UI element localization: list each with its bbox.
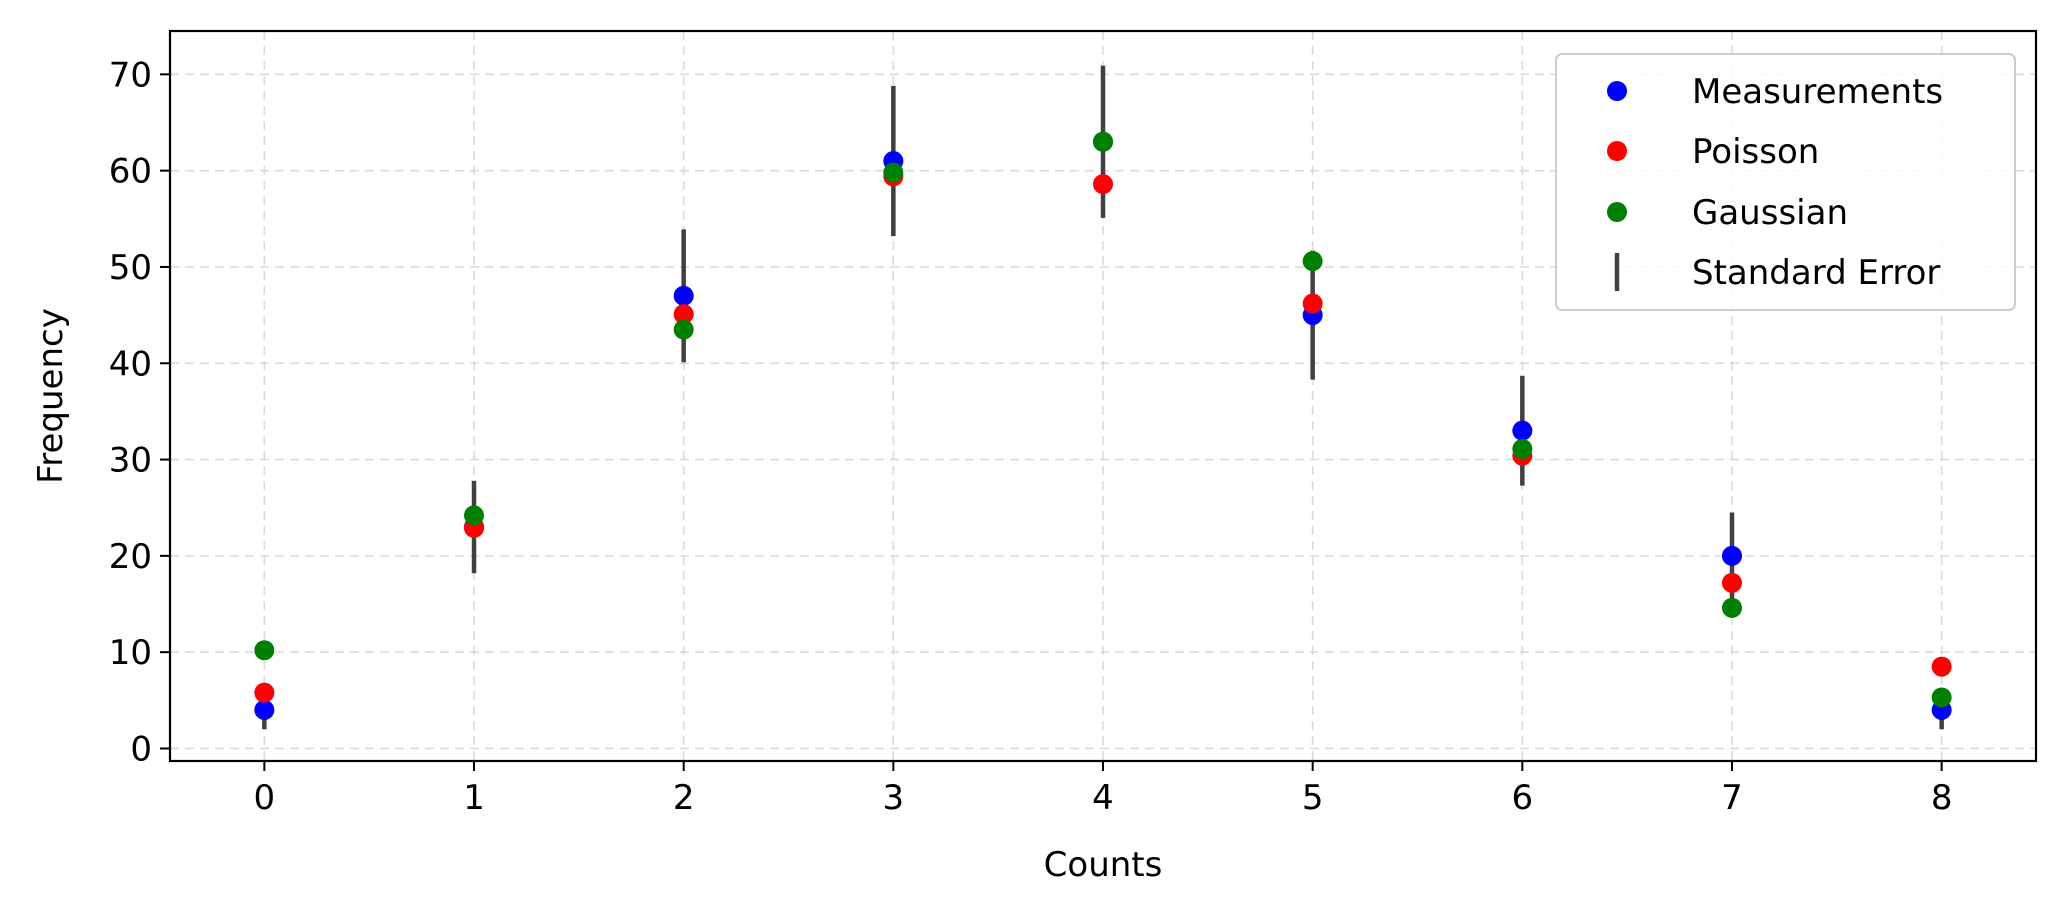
x-tick-label: 7 — [1721, 778, 1743, 818]
data-point — [254, 640, 275, 661]
series-gaussian — [254, 131, 1952, 708]
legend-label: Measurements — [1692, 72, 1943, 112]
y-axis-label: Frequency — [31, 308, 71, 484]
data-point — [254, 699, 275, 720]
y-tick-label: 20 — [109, 537, 152, 577]
x-axis: 0 1 2 3 4 5 6 7 8 — [254, 761, 1953, 818]
data-point — [1093, 131, 1113, 152]
data-point — [1721, 572, 1742, 593]
y-tick-label: 30 — [109, 441, 152, 481]
data-point — [254, 682, 275, 703]
legend-marker — [1607, 81, 1627, 101]
data-point — [673, 285, 694, 306]
y-tick-label: 10 — [109, 633, 152, 673]
legend-marker — [1607, 202, 1627, 222]
y-tick-label: 60 — [109, 152, 152, 192]
legend-label: Gaussian — [1692, 193, 1848, 233]
y-tick-label: 70 — [109, 55, 152, 95]
x-tick-label: 3 — [883, 778, 905, 818]
x-tick-label: 6 — [1512, 778, 1534, 818]
data-point — [1512, 420, 1533, 441]
data-point — [1512, 438, 1533, 459]
y-tick-label: 40 — [109, 344, 152, 384]
y-axis: 0 10 20 30 40 50 60 70 — [109, 55, 170, 769]
data-point — [883, 162, 904, 183]
data-point — [673, 304, 694, 325]
x-axis-label: Counts — [1044, 845, 1163, 885]
data-point — [1721, 545, 1742, 566]
legend-marker — [1607, 141, 1627, 161]
data-point — [1931, 656, 1952, 677]
x-tick-label: 2 — [673, 778, 695, 818]
x-tick-label: 4 — [1092, 778, 1114, 818]
data-point — [673, 319, 694, 340]
x-tick-label: 5 — [1302, 778, 1324, 818]
data-point — [1931, 687, 1952, 708]
legend-label: Poisson — [1692, 132, 1819, 172]
x-tick-label: 0 — [254, 778, 276, 818]
legend-label: Standard Error — [1692, 253, 1940, 293]
data-point — [1302, 251, 1323, 272]
data-point — [1093, 174, 1113, 195]
data-point — [1721, 597, 1742, 618]
legend-box — [1555, 53, 2016, 311]
y-tick-label: 50 — [109, 248, 152, 288]
x-tick-label: 8 — [1931, 778, 1953, 818]
x-tick-label: 1 — [463, 778, 485, 818]
data-point — [464, 505, 485, 526]
data-point — [1302, 293, 1323, 314]
legend: Measurements Poisson Gaussian Standard Erro… — [1555, 53, 2016, 311]
y-tick-label: 0 — [130, 729, 152, 769]
